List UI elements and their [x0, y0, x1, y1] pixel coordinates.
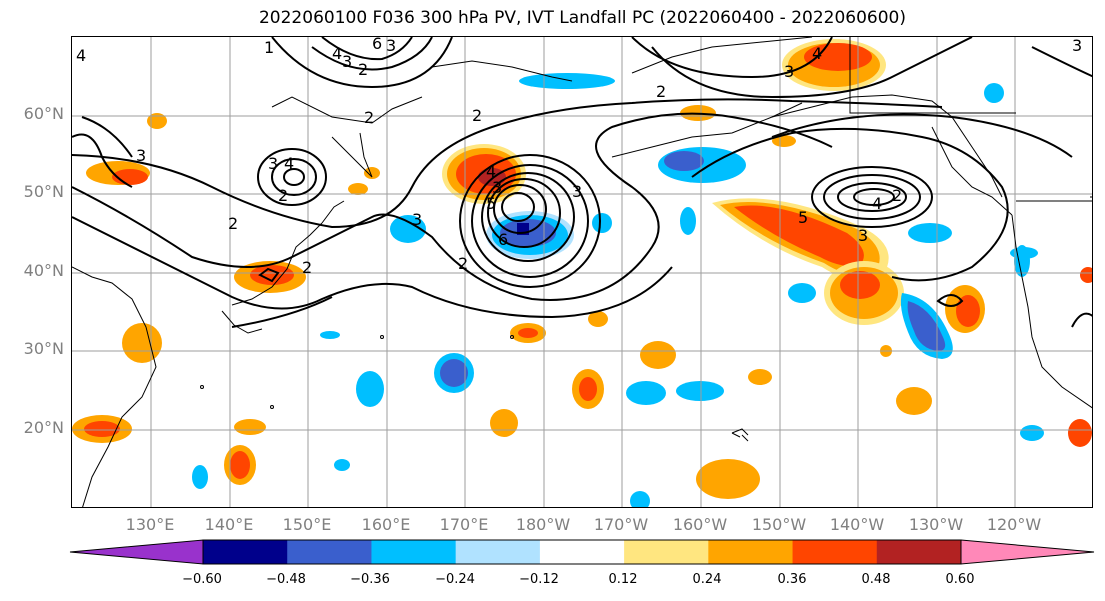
contour-label: 4 [812, 44, 822, 63]
lon-label: 170°W [593, 515, 649, 534]
contour-label: 3 [268, 154, 278, 173]
colorbar-segment [287, 540, 372, 564]
contour-label: 3 [1072, 37, 1082, 55]
colorbar-segment [624, 540, 709, 564]
contour-label: 3 [492, 178, 502, 197]
lon-label: 170°E [439, 515, 489, 534]
contour-label: 4 [76, 46, 86, 65]
contour-label: 2 [302, 258, 312, 277]
lat-label-20n: 20°N [23, 418, 64, 437]
contour-label: 1 [264, 38, 274, 57]
colorbar-tick: −0.36 [350, 572, 390, 587]
contour-label: 3 [858, 226, 868, 245]
lat-label-40n: 40°N [23, 261, 64, 280]
colorbar-tick: −0.48 [266, 572, 306, 587]
contour-label: 3 [784, 62, 794, 81]
contour-label: 6 [372, 37, 382, 53]
contour-label: 2 [472, 106, 482, 125]
contour-label: 3 [386, 37, 396, 55]
map-panel: 1 4 3 2 6 3 2 4 3 3 4 2 2 3 2 3 2 4 3 5 … [71, 36, 1093, 508]
contour-label: 2 [278, 186, 288, 205]
map-title: 2022060100 F036 300 hPa PV, IVT Landfall… [258, 8, 906, 28]
colorbar-tick: 0.48 [861, 572, 891, 587]
contour-label: 5 [486, 194, 496, 213]
colorbar-tick: 0.12 [608, 572, 638, 587]
lon-label: 150°W [751, 515, 807, 534]
colorbar-tick: −0.24 [435, 572, 475, 587]
contour-label: 2 [892, 186, 902, 205]
colorbar-segment [708, 540, 794, 564]
lat-label-30n: 30°N [23, 339, 64, 358]
contour-label: 3 [342, 52, 352, 71]
lat-label-60n: 60°N [23, 104, 64, 123]
lon-label: 150°E [282, 515, 332, 534]
graticule [72, 37, 1092, 507]
contour-label: 3 [412, 210, 422, 229]
pv-contours [72, 37, 1092, 328]
contour-label: 4 [486, 162, 496, 181]
colorbar-segment [371, 540, 457, 564]
contour-label: 6 [498, 230, 508, 249]
lon-label: 120°W [986, 515, 1042, 534]
colorbar-segment [455, 540, 541, 564]
colorbar-tick: −0.60 [182, 572, 222, 587]
lat-label-50n: 50°N [23, 182, 64, 201]
lon-label: 140°W [829, 515, 885, 534]
contour-label: 3 [572, 182, 582, 201]
map-canvas: 1 4 3 2 6 3 2 4 3 3 4 2 2 3 2 3 2 4 3 5 … [72, 37, 1092, 507]
lon-label: 130°E [125, 515, 175, 534]
contour-label: 2 [358, 60, 368, 79]
contour-label: 4 [872, 194, 882, 213]
colorbar-extend-high [961, 540, 1094, 564]
colorbar-tick: −0.12 [519, 572, 559, 587]
colorbar-extend-low [70, 540, 203, 564]
colorbar-segment [539, 540, 625, 564]
contour-label: 2 [228, 214, 238, 233]
colorbar-segment [203, 540, 288, 564]
lon-label: 130°W [908, 515, 964, 534]
colorbar-segment [876, 540, 962, 564]
contour-label: 4 [332, 44, 342, 63]
contour-label: 3 [136, 146, 146, 165]
lon-label: 180°W [515, 515, 571, 534]
contour-label: 2 [364, 108, 374, 127]
contour-label: 5 [798, 208, 808, 227]
coastlines [72, 37, 1092, 507]
lon-label: 160°W [672, 515, 728, 534]
colorbar-tick: 0.36 [777, 572, 807, 587]
colorbar [69, 539, 1095, 565]
colorbar-tick: 0.24 [692, 572, 722, 587]
pc-fill-layer [72, 39, 1092, 507]
lon-label: 140°E [204, 515, 254, 534]
contour-label: 2 [656, 82, 666, 101]
colorbar-segment [792, 540, 878, 564]
contour-label: 2 [458, 254, 468, 273]
lon-label: 160°E [361, 515, 411, 534]
contour-labels: 1 4 3 2 6 3 2 4 3 3 4 2 2 3 2 3 2 4 3 5 … [76, 37, 1082, 277]
colorbar-tick: 0.60 [945, 572, 975, 587]
contour-label: 4 [284, 154, 294, 173]
